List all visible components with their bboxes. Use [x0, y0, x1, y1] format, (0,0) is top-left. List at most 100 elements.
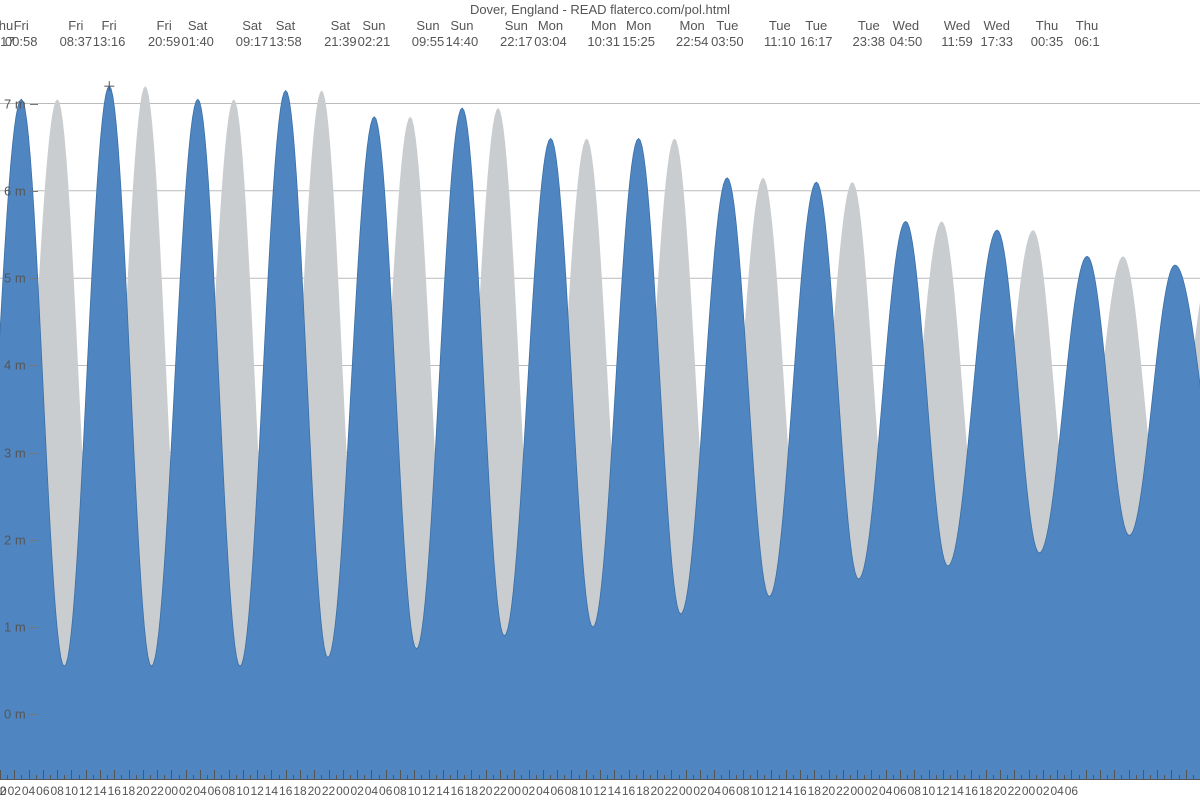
x-tick: [800, 770, 801, 780]
x-tick: [193, 775, 194, 780]
chart-svg: [0, 60, 1200, 780]
x-tick: [736, 775, 737, 780]
x-tick: [7, 775, 8, 780]
x-tick-label: 10: [408, 784, 421, 798]
x-tick-label: 18: [293, 784, 306, 798]
x-tick-label: 20: [136, 784, 149, 798]
x-tick-label: 06: [722, 784, 735, 798]
x-tick: [986, 770, 987, 780]
x-tick: [143, 770, 144, 780]
x-tick: [679, 775, 680, 780]
x-tick: [821, 775, 822, 780]
x-tick: [336, 775, 337, 780]
x-tick: [564, 775, 565, 780]
x-tick: [843, 770, 844, 780]
x-tick: [536, 775, 537, 780]
x-tick-label: 12: [765, 784, 778, 798]
x-tick: [1029, 770, 1030, 780]
x-tick-label: 18: [636, 784, 649, 798]
x-tick: [1143, 770, 1144, 780]
x-tick: [364, 775, 365, 780]
chart-title: Dover, England - READ flaterco.com/pol.h…: [0, 2, 1200, 17]
x-tick: [371, 770, 372, 780]
x-tick-label: 10: [65, 784, 78, 798]
x-tick-label: 16: [279, 784, 292, 798]
x-tick: [1121, 775, 1122, 780]
x-tick-label: 00: [508, 784, 521, 798]
x-tick: [1193, 775, 1194, 780]
x-tick-label: 08: [393, 784, 406, 798]
y-tick-dash: [30, 104, 38, 105]
x-tick-label: 06: [550, 784, 563, 798]
x-tick: [1000, 770, 1001, 780]
x-tick: [714, 770, 715, 780]
x-tick: [450, 775, 451, 780]
x-tick-label: 14: [436, 784, 449, 798]
y-tick-label: 3 m: [4, 445, 26, 460]
x-tick-label: 22: [493, 784, 506, 798]
x-tick-label: 06: [1065, 784, 1078, 798]
x-tick: [0, 770, 1, 780]
x-tick: [907, 775, 908, 780]
x-tick: [229, 770, 230, 780]
x-tick-label: 00: [850, 784, 863, 798]
x-tick: [264, 775, 265, 780]
top-label: Sat13:58: [269, 18, 302, 50]
x-tick: [71, 770, 72, 780]
x-tick-label: 20: [822, 784, 835, 798]
x-tick-label: 22: [665, 784, 678, 798]
x-tick: [200, 770, 201, 780]
x-tick: [293, 775, 294, 780]
x-tick-label: 12: [79, 784, 92, 798]
x-tick-label: 16: [793, 784, 806, 798]
x-tick-label: 02: [865, 784, 878, 798]
x-tick: [900, 770, 901, 780]
x-tick-label: 14: [265, 784, 278, 798]
x-tick: [421, 775, 422, 780]
x-tick: [79, 775, 80, 780]
x-tick: [786, 770, 787, 780]
x-tick: [664, 775, 665, 780]
x-tick-label: 08: [222, 784, 235, 798]
y-tick-label: 0 m: [4, 707, 26, 722]
x-tick: [379, 775, 380, 780]
y-tick-label: 6 m: [4, 183, 26, 198]
x-tick-label: 08: [908, 784, 921, 798]
x-tick: [643, 770, 644, 780]
top-label: Thu00:35: [1031, 18, 1064, 50]
x-tick: [579, 775, 580, 780]
x-tick: [886, 770, 887, 780]
plot-area: [0, 60, 1200, 780]
x-tick: [850, 775, 851, 780]
y-tick-dash: [30, 453, 38, 454]
x-tick: [514, 770, 515, 780]
x-tick-label: 02: [179, 784, 192, 798]
tide-chart: Dover, England - READ flaterco.com/pol.h…: [0, 0, 1200, 800]
x-tick-label: 04: [193, 784, 206, 798]
x-tick: [693, 775, 694, 780]
top-label: Fri13:16: [93, 18, 126, 50]
x-tick-label: 00: [165, 784, 178, 798]
x-tick: [179, 775, 180, 780]
x-tick: [286, 770, 287, 780]
top-label: Wed11:59: [941, 18, 973, 50]
x-tick-label: 14: [93, 784, 106, 798]
x-tick: [1014, 770, 1015, 780]
x-tick: [807, 775, 808, 780]
x-tick: [464, 775, 465, 780]
x-tick: [943, 770, 944, 780]
x-tick-label: 22: [150, 784, 163, 798]
x-tick-label: 02: [1036, 784, 1049, 798]
x-tick-label: 22: [322, 784, 335, 798]
x-tick: [1186, 770, 1187, 780]
x-tick: [321, 775, 322, 780]
x-tick-label: 00: [0, 784, 7, 798]
x-tick: [221, 775, 222, 780]
top-label: Sun22:17: [500, 18, 533, 50]
x-tick-label: 22: [1008, 784, 1021, 798]
top-label: Sat21:39: [324, 18, 357, 50]
x-tick: [457, 770, 458, 780]
top-label: Mon22:54: [676, 18, 709, 50]
x-tick: [550, 775, 551, 780]
x-tick: [393, 775, 394, 780]
